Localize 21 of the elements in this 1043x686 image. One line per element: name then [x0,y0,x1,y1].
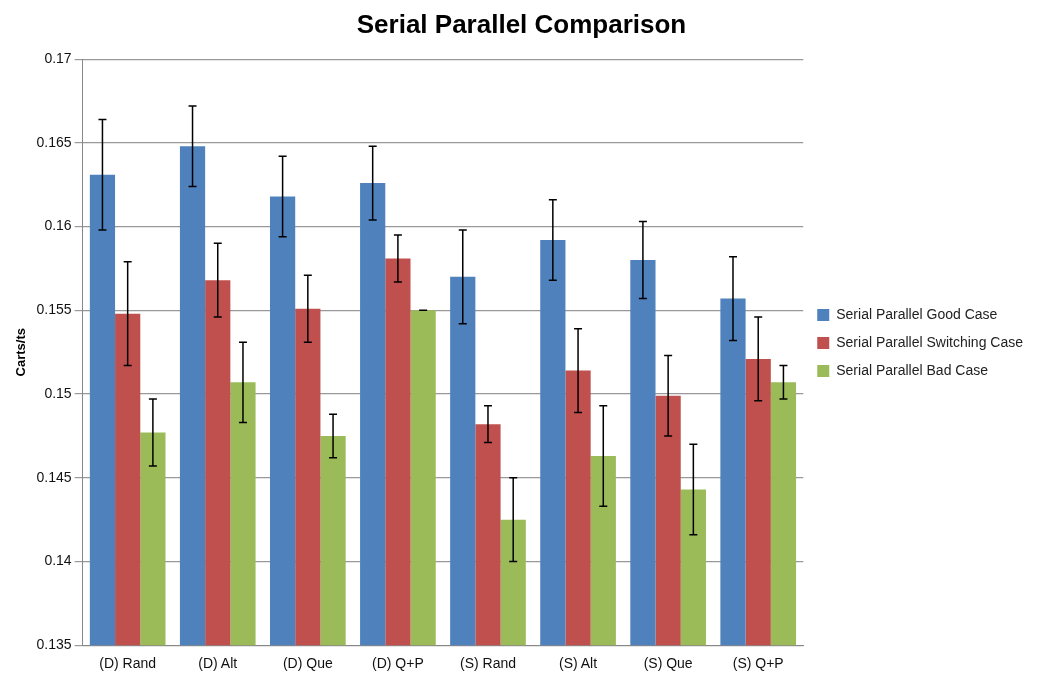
x-tick-label: (S) Q+P [732,655,784,672]
y-axis-title: Carts/ts [13,327,29,377]
x-tick-label: (D) Q+P [372,655,424,672]
x-tick-label: (D) Que [282,655,333,672]
x-tick-label: (S) Alt [558,655,598,672]
y-tick-label: 0.14 [44,552,72,569]
chart-title: Serial Parallel Comparison [356,8,687,39]
y-tick-label: 0.165 [36,133,72,150]
x-tick-label: (D) Alt [198,655,238,672]
x-tick-label: (S) Que [643,655,693,672]
y-tick-label: 0.155 [36,301,72,318]
legend-label: Serial Parallel Bad Case [836,361,989,378]
y-tick-label: 0.17 [44,50,72,67]
y-tick-label: 0.145 [36,468,72,485]
x-tick-label: (D) Rand [99,655,157,672]
y-tick-label: 0.16 [44,217,72,234]
legend-label: Serial Parallel Good Case [836,305,998,322]
legend-label: Serial Parallel Switching Case [836,333,1024,350]
y-tick-label: 0.15 [44,384,72,401]
y-tick-label: 0.135 [36,636,72,653]
x-tick-label: (S) Rand [459,655,516,672]
